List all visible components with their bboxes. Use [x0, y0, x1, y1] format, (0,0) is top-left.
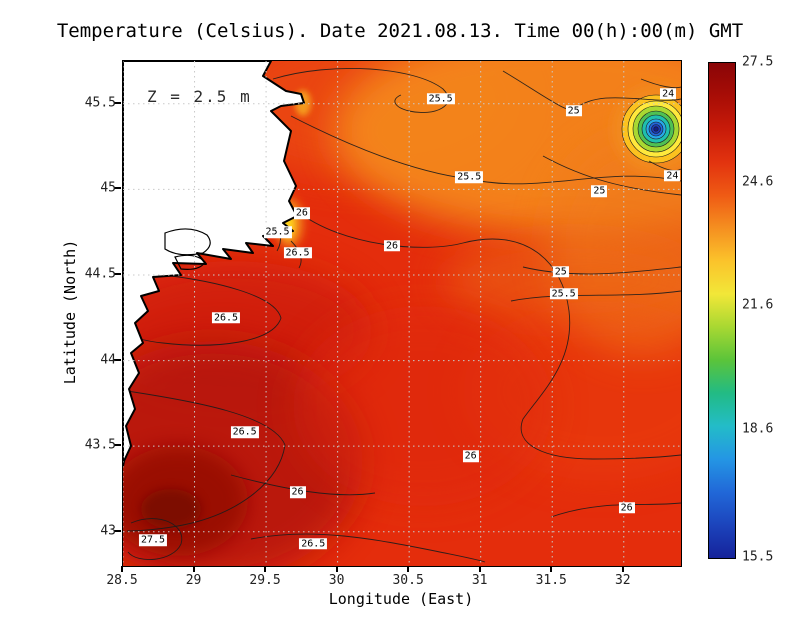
colorbar-tick-label: 24.6 — [742, 174, 774, 190]
x-tick-label: 28.5 — [106, 573, 138, 588]
x-tick-mark — [621, 566, 624, 572]
x-tick-mark — [192, 566, 195, 572]
y-tick-mark — [114, 444, 121, 447]
depth-annotation: Z = 2.5 m — [147, 87, 252, 106]
y-tick-mark — [114, 101, 121, 104]
contour-label: 25.5 — [549, 288, 578, 300]
temperature-blobs — [123, 61, 681, 566]
y-axis-label: Latitude (North) — [61, 239, 79, 385]
contour-label: 26 — [383, 240, 401, 252]
y-tick-mark — [114, 187, 121, 190]
x-tick-mark — [121, 566, 123, 572]
plot-area: Z = 2.5 m 25.5 25 24 25.5 25 24 26 25.5 26.5 26 25… — [122, 60, 682, 567]
cold-eddy — [612, 85, 681, 173]
contour-label: 27.5 — [138, 534, 168, 547]
colorbar — [708, 62, 736, 559]
x-tick-label: 29.5 — [249, 573, 281, 588]
contour-label: 25.5 — [263, 226, 292, 238]
x-tick-mark — [407, 566, 410, 572]
gridlines — [123, 61, 681, 566]
colorbar-tick-label: 18.6 — [742, 421, 774, 437]
contour-label: 25 — [591, 185, 608, 197]
y-tick-label: 45.5 — [84, 95, 116, 111]
contour-label: 26.5 — [283, 246, 312, 259]
y-tick-label: 44.5 — [84, 266, 116, 282]
coastline-land — [123, 61, 305, 467]
x-tick-label: 31.5 — [535, 573, 567, 588]
contour-label: 26 — [293, 207, 310, 220]
contour-label: 24 — [660, 87, 677, 100]
x-tick-mark — [478, 566, 481, 572]
chart-title: Temperature (Celsius). Date 2021.08.13. … — [56, 20, 744, 42]
x-tick-label: 30 — [328, 573, 345, 588]
y-tick-mark — [114, 272, 121, 275]
x-tick-label: 30.5 — [392, 573, 424, 588]
x-tick-mark — [335, 566, 338, 572]
contour-label: 25.5 — [455, 171, 484, 184]
contour-label: 25.5 — [426, 92, 455, 105]
colorbar-tick-label: 27.5 — [742, 54, 774, 70]
x-tick-label: 31 — [471, 573, 488, 588]
contour-label: 24 — [664, 169, 681, 182]
contour-label: 26.5 — [299, 537, 328, 550]
y-tick-label: 45 — [100, 180, 116, 196]
contour-label: 25 — [552, 265, 569, 278]
x-tick-label: 29 — [185, 573, 202, 588]
contour-label: 26.5 — [230, 426, 259, 439]
x-tick-label: 32 — [614, 573, 631, 588]
lagoon-outlines — [164, 228, 211, 270]
y-tick-mark — [114, 358, 121, 361]
x-tick-mark — [264, 566, 267, 572]
contour-label: 26 — [618, 502, 635, 514]
y-tick-mark — [114, 529, 121, 532]
y-tick-label: 44 — [100, 352, 116, 368]
contour-lines — [124, 68, 681, 563]
contour-label: 26 — [462, 450, 479, 463]
y-tick-label: 43 — [100, 523, 116, 539]
colorbar-tick-label: 21.6 — [742, 297, 774, 313]
contour-label: 25 — [565, 104, 582, 117]
x-axis-label: Longitude (East) — [328, 590, 474, 608]
colorbar-tick-label: 15.5 — [742, 549, 774, 565]
contour-label: 26 — [289, 486, 306, 499]
contour-label: 26.5 — [211, 312, 241, 324]
x-tick-mark — [550, 566, 553, 572]
temperature-field-svg — [123, 61, 681, 566]
y-tick-label: 43.5 — [84, 437, 116, 453]
